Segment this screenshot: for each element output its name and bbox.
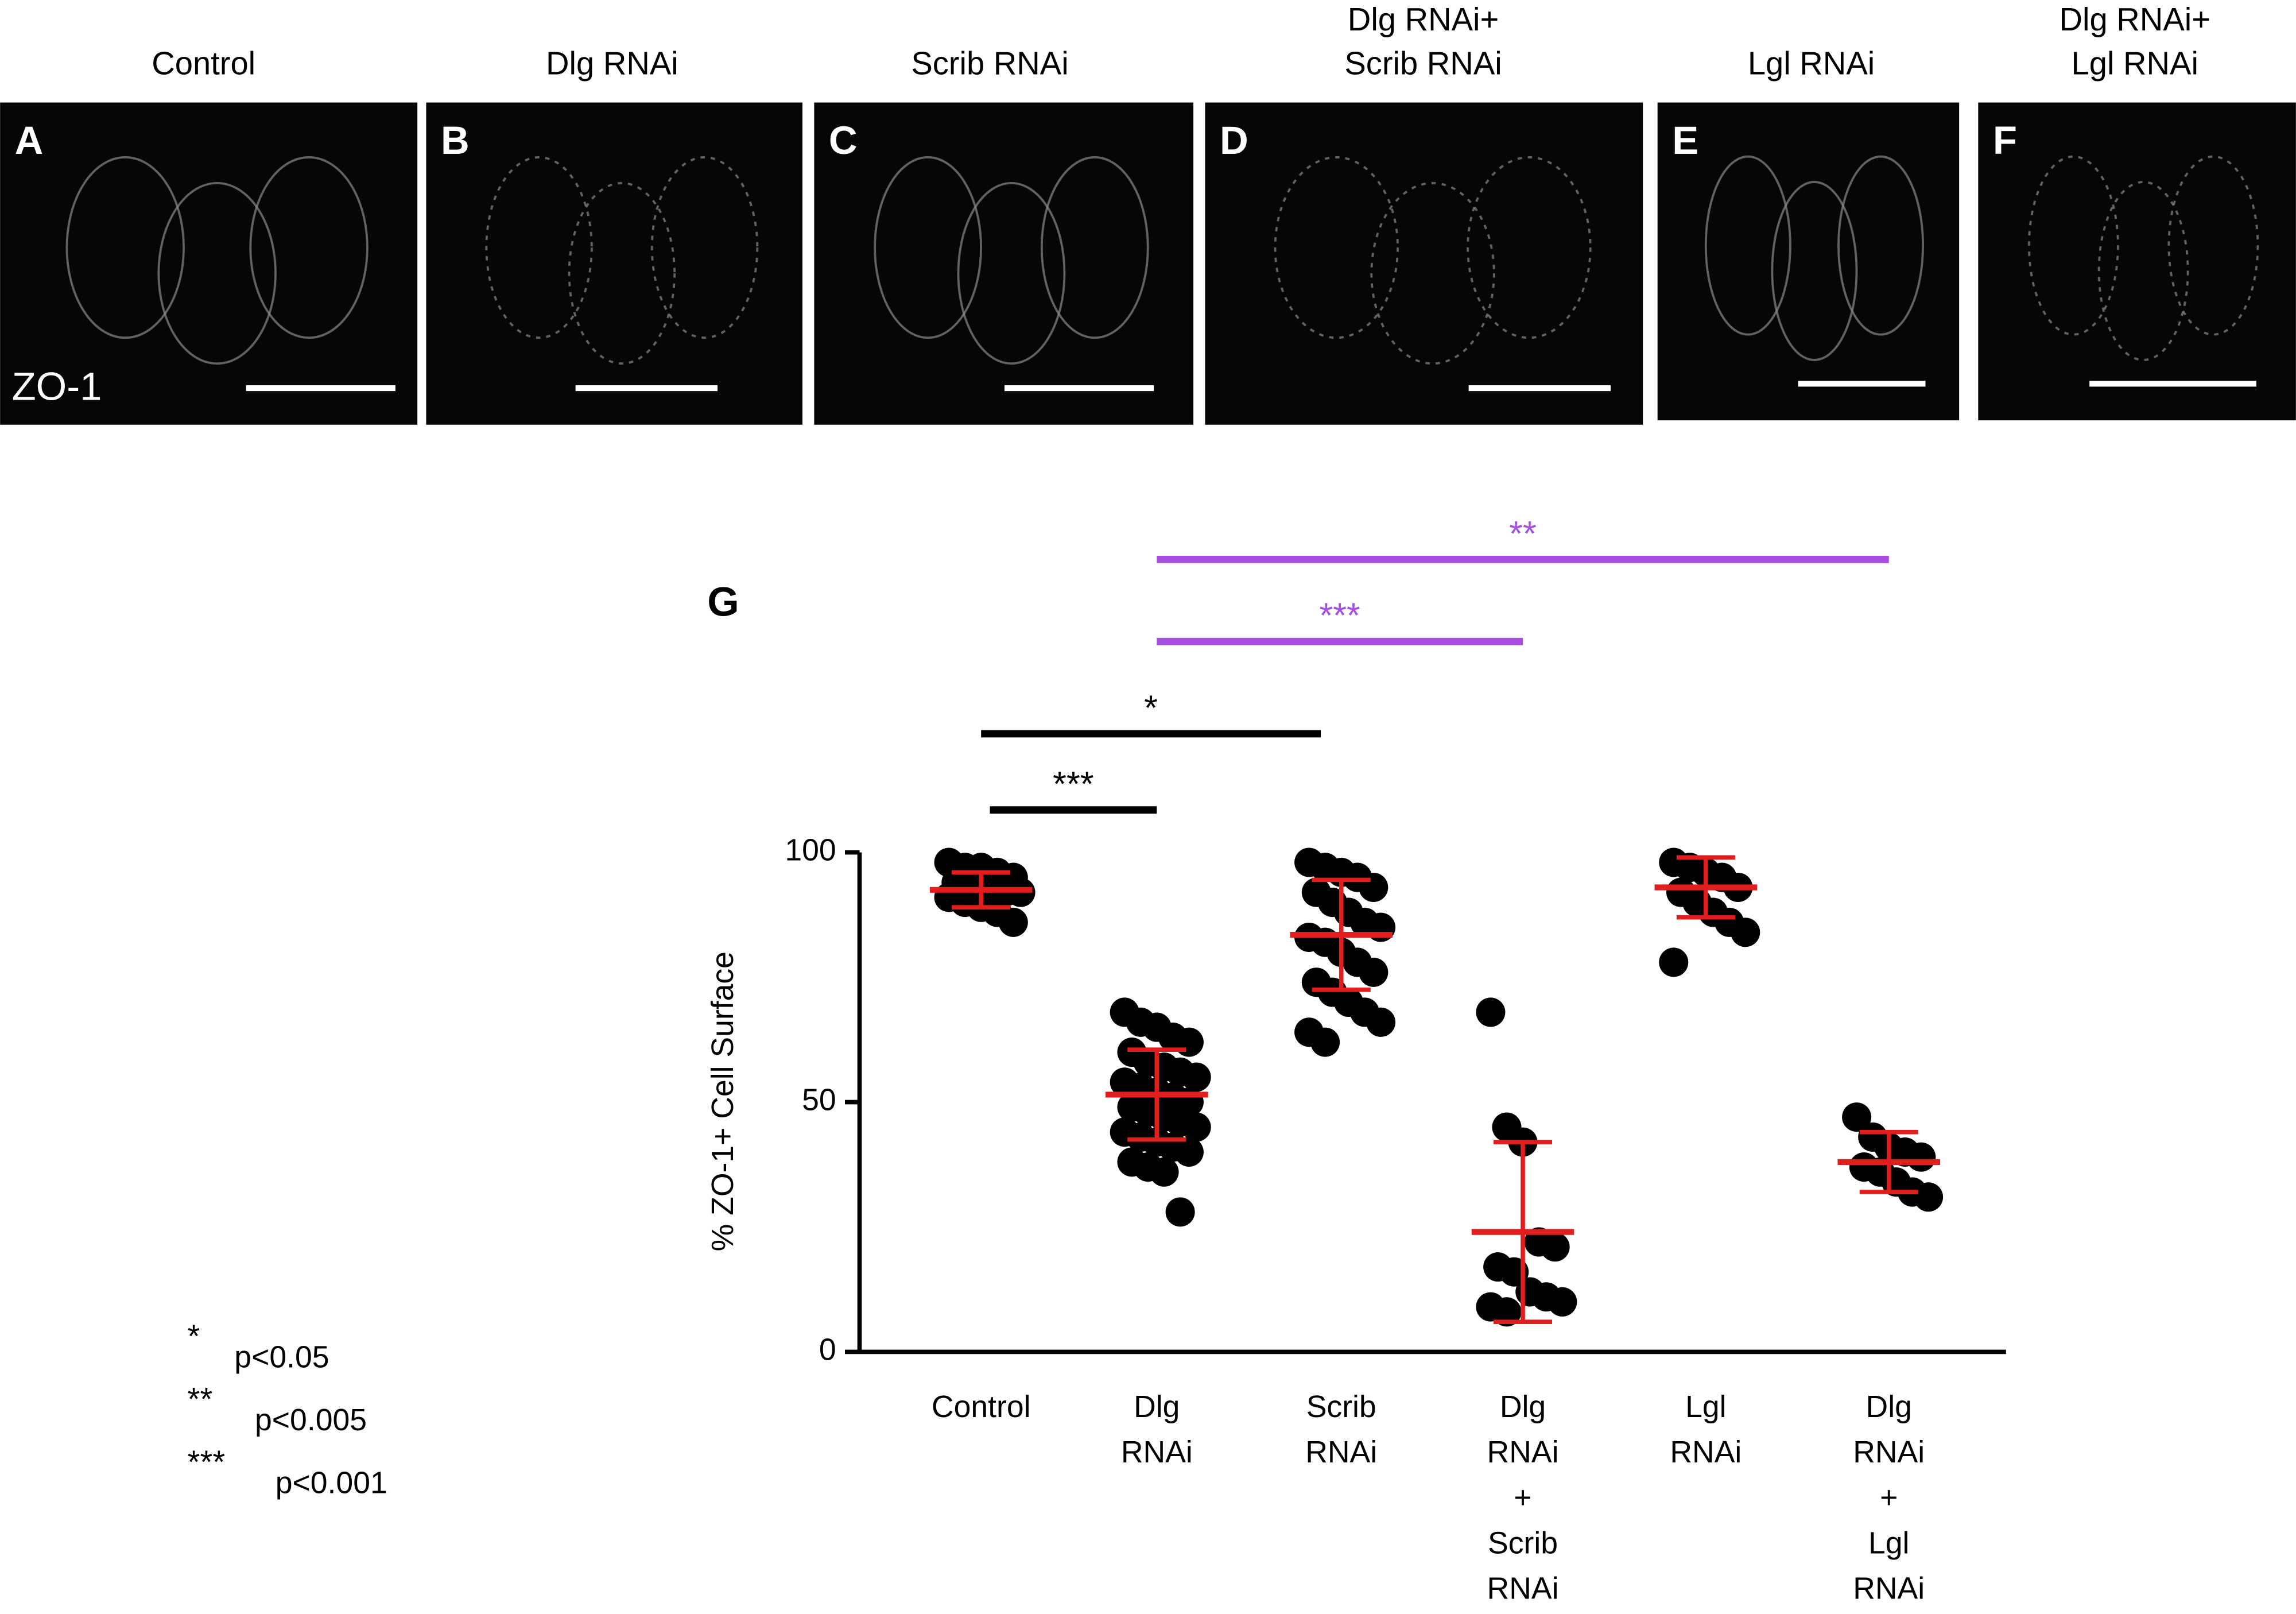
data-point [1906, 1142, 1936, 1172]
key-label: p<0.05 [234, 1340, 329, 1374]
x-tick-label: Dlg [1866, 1390, 1912, 1424]
data-point [1181, 1112, 1211, 1142]
x-tick-label: Scrib [1306, 1390, 1376, 1424]
panel-title: Lgl RNAi [2072, 45, 2198, 82]
data-point [1476, 997, 1506, 1027]
data-point [1540, 1232, 1570, 1262]
key-symbol: * [188, 1318, 200, 1354]
data-point [1310, 1027, 1340, 1057]
x-tick-label: Lgl [1868, 1526, 1909, 1560]
x-tick-label: Dlg [1134, 1390, 1180, 1424]
significance-label: * [1144, 688, 1158, 727]
x-tick-label: RNAi [1853, 1572, 1925, 1605]
micrograph [1978, 102, 2296, 421]
data-point [1842, 1102, 1872, 1132]
cell-outline [1274, 156, 1399, 339]
stain-label: ZO-1 [12, 365, 102, 409]
cell-outline [1704, 155, 1791, 336]
micrograph [1205, 102, 1643, 425]
data-point [1174, 1137, 1204, 1167]
micrograph [0, 102, 418, 425]
panel-title: Dlg RNAi+ [2060, 1, 2210, 37]
cell-outline [249, 156, 369, 339]
panel-letter: A [15, 118, 44, 162]
panel-title: Scrib RNAi [1344, 45, 1502, 82]
panel-title: Scrib RNAi [911, 45, 1068, 82]
x-tick-label: Control [932, 1390, 1031, 1424]
key-symbol: ** [188, 1381, 213, 1417]
cell-outline [568, 181, 676, 365]
panel-title: Control [152, 45, 255, 82]
micrograph [1657, 102, 1960, 421]
cell-outline [1837, 155, 1925, 336]
x-tick-label: Scrib [1488, 1526, 1558, 1560]
panel-letter: B [441, 118, 470, 162]
data-point [1914, 1182, 1944, 1212]
significance-label: *** [1053, 764, 1093, 803]
panel-letter: D [1220, 118, 1248, 162]
x-tick-label: RNAi [1121, 1435, 1193, 1469]
cell-outline [1771, 181, 1858, 361]
x-tick-label: RNAi [1853, 1435, 1925, 1469]
cell-outline [485, 156, 593, 339]
x-tick-label: RNAi [1670, 1435, 1742, 1469]
cell-outline [1467, 156, 1592, 339]
data-point [1359, 872, 1389, 902]
panel-label: G [707, 579, 739, 625]
panel-title: Dlg RNAi [546, 45, 678, 82]
cell-outline [650, 156, 759, 339]
x-tick-label: + [1514, 1481, 1531, 1515]
key-label: p<0.001 [276, 1466, 387, 1500]
data-point [1174, 1027, 1204, 1057]
x-tick-label: + [1880, 1481, 1898, 1515]
cell-outline [157, 181, 277, 365]
data-point [1731, 918, 1760, 947]
data-point [1366, 1007, 1396, 1037]
cell-outline [1040, 156, 1149, 339]
y-tick-label: 0 [819, 1333, 836, 1367]
micrograph [814, 102, 1194, 425]
cell-outline [2027, 155, 2119, 336]
x-tick-label: Lgl [1685, 1390, 1726, 1424]
data-point [1359, 957, 1389, 987]
data-point [1165, 1197, 1195, 1227]
cell-outline [65, 156, 185, 339]
x-tick-label: RNAi [1487, 1435, 1559, 1469]
panel-title: Dlg RNAi+ [1348, 1, 1499, 37]
data-point [1492, 1297, 1522, 1327]
y-tick-label: 50 [802, 1083, 836, 1117]
significance-label: *** [1319, 596, 1360, 635]
panel-letter: E [1672, 118, 1698, 162]
data-point [1548, 1287, 1577, 1317]
key-label: p<0.005 [255, 1403, 367, 1437]
significance-label: ** [1509, 514, 1537, 553]
cell-outline [2097, 181, 2189, 361]
y-axis-label: % ZO-1+ Cell Surface [706, 951, 740, 1251]
x-tick-label: Dlg [1500, 1390, 1546, 1424]
cell-outline [1370, 181, 1495, 365]
data-point [1659, 947, 1689, 977]
key-symbol: *** [188, 1444, 226, 1480]
data-point [1181, 1062, 1211, 1092]
cell-outline [957, 181, 1066, 365]
panel-letter: C [829, 118, 858, 162]
cell-outline [874, 156, 983, 339]
x-tick-label: RNAi [1487, 1572, 1559, 1605]
y-tick-label: 100 [785, 834, 836, 868]
data-point [998, 907, 1028, 937]
panel-title: Lgl RNAi [1748, 45, 1875, 82]
x-tick-label: RNAi [1305, 1435, 1377, 1469]
data-point [1149, 1157, 1179, 1187]
cell-outline [2167, 155, 2259, 336]
panel-letter: F [1993, 118, 2017, 162]
micrograph [426, 102, 803, 425]
